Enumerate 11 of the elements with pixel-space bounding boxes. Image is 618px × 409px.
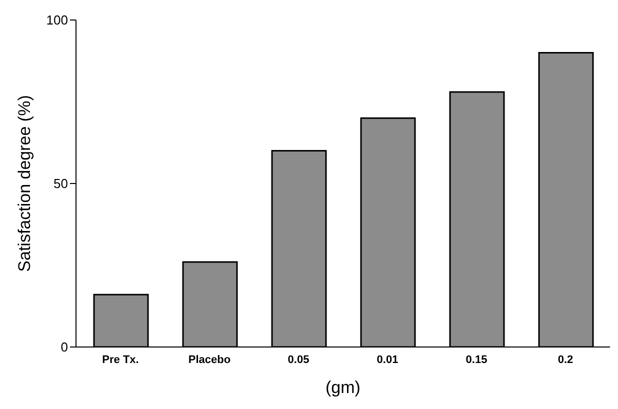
x-tick-label: Placebo xyxy=(188,354,231,366)
x-tick-label: 0.15 xyxy=(466,354,488,366)
x-axis-title: (gm) xyxy=(326,378,360,397)
y-tick-label: 0 xyxy=(60,340,68,355)
x-tick-label: 0.2 xyxy=(558,354,574,366)
x-tick-label: 0.01 xyxy=(376,354,398,366)
x-tick-label: 0.05 xyxy=(288,354,310,366)
y-tick-label: 50 xyxy=(54,176,68,192)
y-tick-label: 100 xyxy=(46,12,68,28)
y-axis-title: Satisfaction degree (%) xyxy=(15,95,34,272)
x-tick-label: Pre Tx. xyxy=(102,354,139,366)
